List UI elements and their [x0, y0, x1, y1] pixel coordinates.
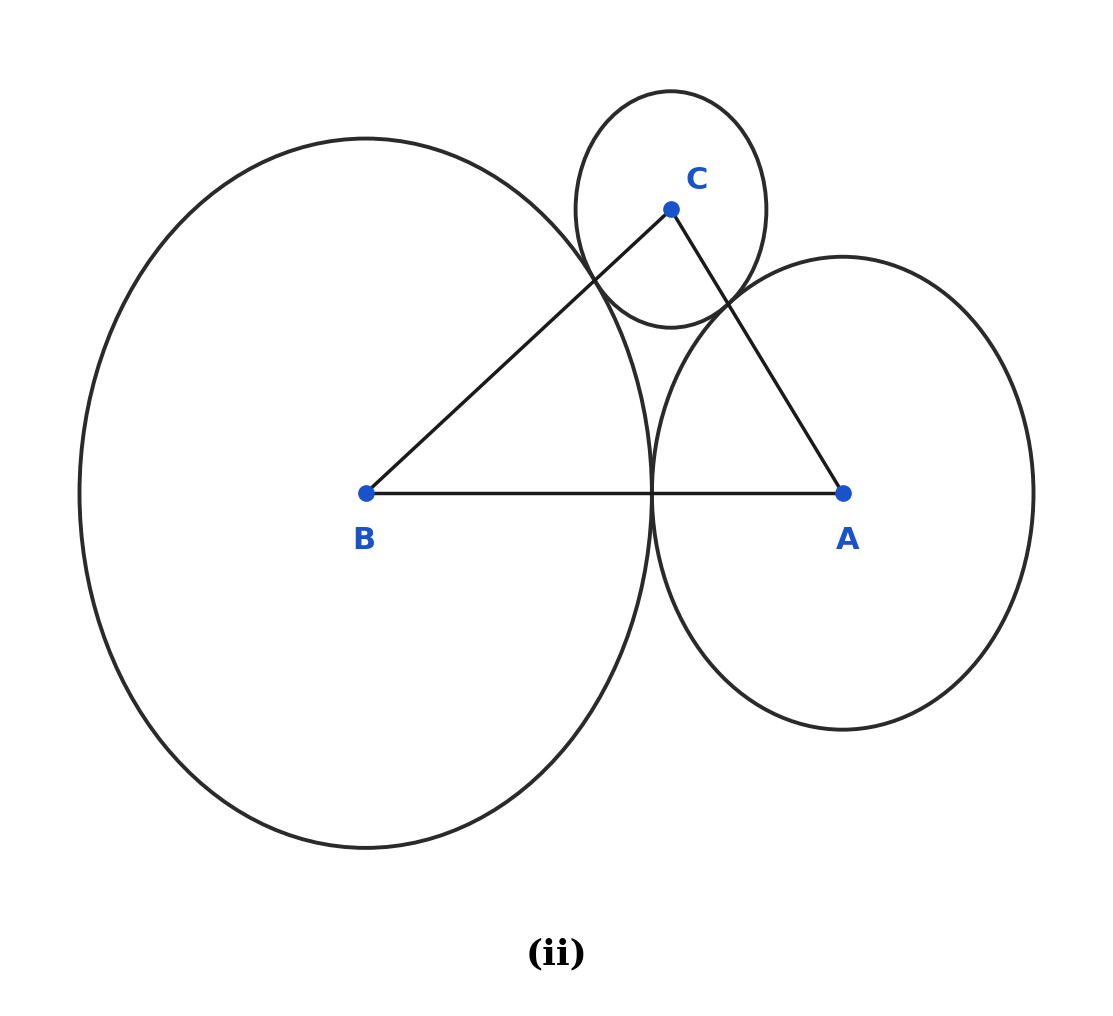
Text: (ii): (ii): [525, 938, 588, 971]
Text: C: C: [686, 166, 708, 195]
Text: A: A: [836, 525, 859, 555]
Text: B: B: [352, 525, 375, 555]
